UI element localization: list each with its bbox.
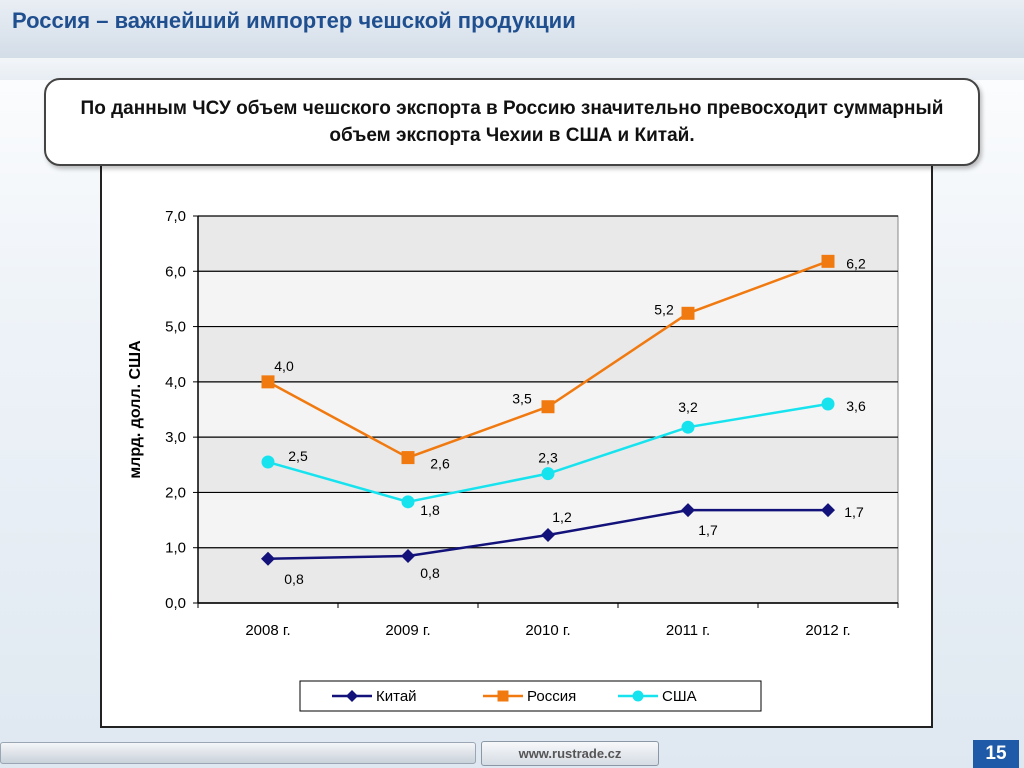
y-tick-label: 0,0 <box>165 595 186 612</box>
data-label: 1,2 <box>552 509 572 525</box>
chart-frame: 0,0 1,0 2,0 3,0 4,0 5,0 6,0 7,0 2008 г. 2009 г. 20… <box>100 150 933 728</box>
data-point <box>541 400 555 414</box>
y-tick-label: 2,0 <box>165 484 186 501</box>
y-tick-label: 5,0 <box>165 319 186 336</box>
data-label: 4,0 <box>274 358 294 374</box>
data-point <box>821 503 835 518</box>
data-label: 3,5 <box>512 391 532 407</box>
data-label: 1,7 <box>698 522 718 538</box>
x-tick-label: 2011 г. <box>666 622 710 639</box>
legend-marker <box>346 690 358 702</box>
data-label: 1,7 <box>844 504 864 520</box>
data-point <box>681 420 695 434</box>
y-tick-label: 1,0 <box>165 540 186 557</box>
data-label: 2,6 <box>430 456 450 472</box>
legend-label: Китай <box>376 688 417 705</box>
slide-title: Россия – важнейший импортер чешской прод… <box>12 8 576 33</box>
plot-band <box>198 326 898 382</box>
data-point <box>401 549 415 564</box>
data-point <box>261 375 275 389</box>
data-point <box>401 495 415 509</box>
plot-band <box>198 437 898 493</box>
header-band-lower <box>0 58 1024 80</box>
data-label: 2,5 <box>288 448 308 464</box>
data-label: 0,8 <box>420 565 440 581</box>
data-point <box>681 503 695 518</box>
data-label: 0,8 <box>284 571 304 587</box>
y-tick-label: 7,0 <box>165 208 186 225</box>
plot-band <box>198 216 898 272</box>
data-label: 2,3 <box>538 450 558 466</box>
legend-marker <box>497 690 509 702</box>
callout-box: По данным ЧСУ объем чешского экспорта в … <box>44 78 980 166</box>
legend-marker <box>632 690 644 702</box>
data-point <box>541 527 555 542</box>
footer-bar <box>0 742 476 764</box>
footer-url[interactable]: www.rustrade.cz <box>481 741 659 766</box>
legend-label: Россия <box>527 688 576 705</box>
data-point <box>261 455 275 469</box>
x-tick-label: 2012 г. <box>805 622 850 639</box>
y-tick-label: 4,0 <box>165 374 186 391</box>
data-point <box>541 467 555 481</box>
x-tick-label: 2008 г. <box>245 622 290 639</box>
data-point <box>261 551 275 566</box>
legend <box>299 680 762 712</box>
data-label: 5,2 <box>654 301 674 317</box>
data-point <box>401 451 415 465</box>
data-label: 3,6 <box>846 398 866 414</box>
y-axis-label: млрд. долл. США <box>127 340 144 479</box>
page-number: 15 <box>973 740 1019 768</box>
legend-label: США <box>662 688 697 705</box>
data-point <box>681 306 695 320</box>
line-chart: 0,0 1,0 2,0 3,0 4,0 5,0 6,0 7,0 2008 г. 2009 г. 20… <box>127 208 899 712</box>
x-tick-label: 2009 г. <box>385 622 430 639</box>
y-tick-label: 6,0 <box>165 263 186 280</box>
plot-band <box>198 271 898 327</box>
callout-text: По данным ЧСУ объем чешского экспорта в … <box>80 98 944 146</box>
data-point <box>821 397 835 411</box>
data-label: 3,2 <box>678 399 698 415</box>
header-band <box>0 0 1024 58</box>
x-tick-label: 2010 г. <box>525 622 570 639</box>
data-point <box>821 254 835 268</box>
y-tick-label: 3,0 <box>165 429 186 446</box>
data-label: 1,8 <box>420 502 440 518</box>
data-label: 6,2 <box>846 255 866 271</box>
